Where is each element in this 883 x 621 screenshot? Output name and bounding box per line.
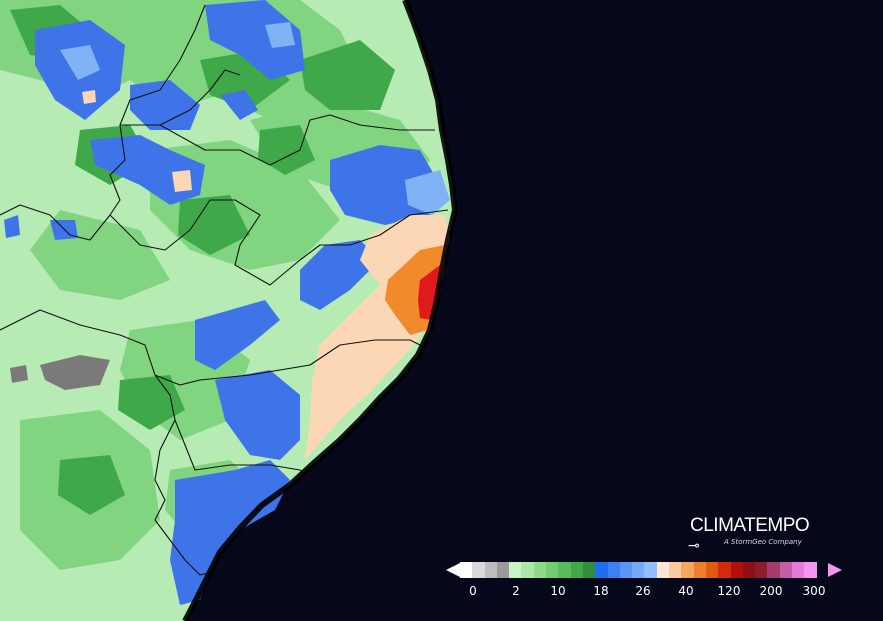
legend-right-arrow-icon bbox=[828, 563, 842, 577]
legend-swatch bbox=[681, 562, 694, 578]
legend-swatch bbox=[546, 562, 559, 578]
legend-swatch bbox=[484, 562, 497, 578]
dry-patch-small bbox=[10, 365, 28, 383]
legend-tick-label: 2 bbox=[512, 584, 520, 598]
legend-swatch bbox=[607, 562, 620, 578]
legend-swatch bbox=[595, 562, 608, 578]
dry-patch bbox=[40, 355, 110, 390]
light-spot-2 bbox=[82, 90, 96, 104]
legend-swatch bbox=[804, 562, 817, 578]
legend-swatch bbox=[644, 562, 657, 578]
light-spot bbox=[172, 170, 192, 192]
legend-swatch bbox=[460, 562, 473, 578]
legend-swatch bbox=[496, 562, 510, 578]
legend-tick-label: 0 bbox=[469, 584, 477, 598]
legend-tick-label: 40 bbox=[678, 584, 694, 598]
legend-tick-label: 200 bbox=[759, 584, 783, 598]
light-blue-zones bbox=[60, 22, 450, 215]
legend-tick-label: 26 bbox=[635, 584, 651, 598]
legend-swatch bbox=[705, 562, 719, 578]
legend-tick-label: 10 bbox=[550, 584, 566, 598]
legend-swatch bbox=[755, 562, 768, 578]
color-legend: 0 2 10 18 26 40 120 200 300 bbox=[446, 562, 842, 602]
legend-arrows bbox=[446, 563, 842, 577]
brand-tagline: A StormGeo Company bbox=[724, 538, 802, 546]
legend-swatch bbox=[779, 562, 793, 578]
legend-tick-label: 18 bbox=[593, 584, 609, 598]
legend-swatch bbox=[619, 562, 633, 578]
legend-swatch bbox=[718, 562, 731, 578]
legend-swatch bbox=[693, 562, 706, 578]
legend-swatch bbox=[656, 562, 670, 578]
legend-swatch bbox=[632, 562, 645, 578]
legend-swatch bbox=[792, 562, 805, 578]
legend-labels: 0 2 10 18 26 40 120 200 300 bbox=[446, 584, 842, 600]
brand-logo: CLIMATEMPO ⊸ A StormGeo Company bbox=[688, 515, 810, 556]
legend-swatch bbox=[669, 562, 682, 578]
legend-tick-label: 120 bbox=[717, 584, 741, 598]
legend-swatch bbox=[533, 562, 547, 578]
legend-swatch bbox=[767, 562, 780, 578]
legend-swatch bbox=[570, 562, 583, 578]
arrow-icon: ⊸ bbox=[688, 538, 700, 554]
legend-swatch bbox=[742, 562, 756, 578]
legend-swatch bbox=[521, 562, 534, 578]
legend-left-arrow-icon bbox=[446, 563, 460, 577]
brand-name: CLIMATEMPO bbox=[690, 515, 810, 536]
legend-swatch bbox=[730, 562, 743, 578]
legend-swatch bbox=[582, 562, 596, 578]
legend-color-bar bbox=[460, 562, 817, 578]
legend-swatch bbox=[558, 562, 571, 578]
coastline bbox=[182, 0, 459, 621]
legend-swatch bbox=[472, 562, 485, 578]
legend-swatch bbox=[509, 562, 522, 578]
legend-tick-label: 300 bbox=[802, 584, 826, 598]
